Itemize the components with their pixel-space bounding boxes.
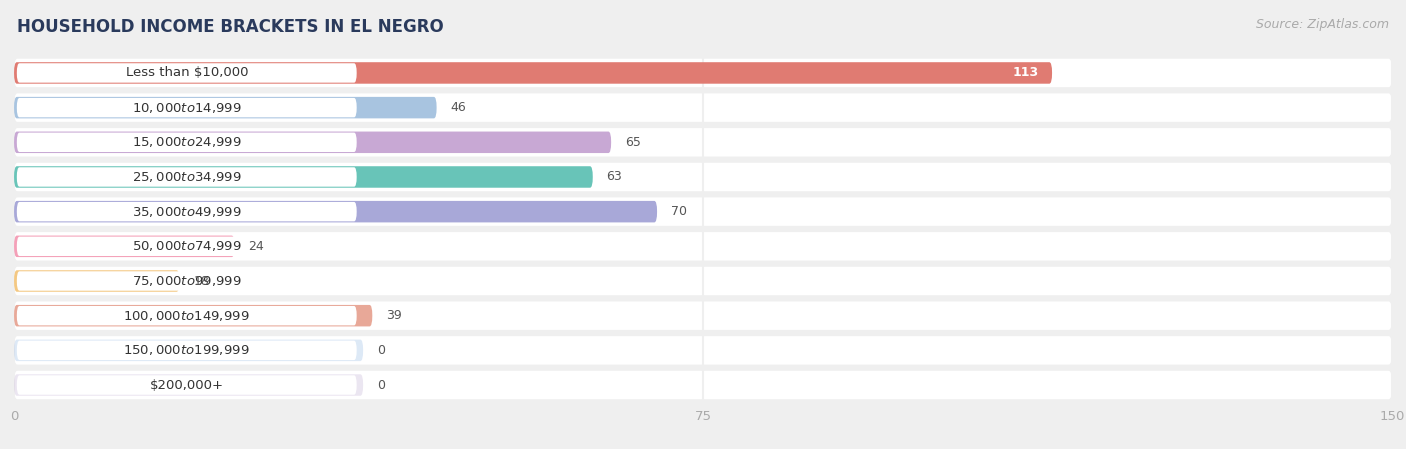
FancyBboxPatch shape [14, 236, 235, 257]
Text: 24: 24 [249, 240, 264, 253]
FancyBboxPatch shape [14, 374, 363, 396]
FancyBboxPatch shape [14, 198, 1392, 226]
FancyBboxPatch shape [14, 97, 437, 119]
Text: $100,000 to $149,999: $100,000 to $149,999 [124, 308, 250, 323]
Text: 63: 63 [606, 171, 623, 184]
Text: $25,000 to $34,999: $25,000 to $34,999 [132, 170, 242, 184]
FancyBboxPatch shape [14, 59, 1392, 87]
FancyBboxPatch shape [14, 93, 1392, 122]
FancyBboxPatch shape [14, 166, 593, 188]
Text: $15,000 to $24,999: $15,000 to $24,999 [132, 135, 242, 150]
FancyBboxPatch shape [17, 237, 357, 256]
FancyBboxPatch shape [14, 62, 1052, 84]
FancyBboxPatch shape [14, 270, 180, 292]
Text: 0: 0 [377, 379, 385, 392]
FancyBboxPatch shape [17, 375, 357, 395]
Text: 46: 46 [450, 101, 467, 114]
FancyBboxPatch shape [17, 341, 357, 360]
FancyBboxPatch shape [17, 167, 357, 187]
Text: 65: 65 [624, 136, 641, 149]
Text: HOUSEHOLD INCOME BRACKETS IN EL NEGRO: HOUSEHOLD INCOME BRACKETS IN EL NEGRO [17, 18, 444, 36]
FancyBboxPatch shape [14, 132, 612, 153]
FancyBboxPatch shape [17, 271, 357, 291]
FancyBboxPatch shape [14, 267, 1392, 295]
Text: Source: ZipAtlas.com: Source: ZipAtlas.com [1256, 18, 1389, 31]
FancyBboxPatch shape [14, 339, 363, 361]
Text: 0: 0 [377, 344, 385, 357]
FancyBboxPatch shape [17, 98, 357, 117]
FancyBboxPatch shape [14, 301, 1392, 330]
FancyBboxPatch shape [14, 336, 1392, 365]
FancyBboxPatch shape [17, 306, 357, 326]
FancyBboxPatch shape [17, 132, 357, 152]
FancyBboxPatch shape [17, 63, 357, 83]
FancyBboxPatch shape [14, 305, 373, 326]
Text: $35,000 to $49,999: $35,000 to $49,999 [132, 205, 242, 219]
FancyBboxPatch shape [14, 232, 1392, 260]
Text: 39: 39 [387, 309, 402, 322]
Text: 70: 70 [671, 205, 688, 218]
Text: $50,000 to $74,999: $50,000 to $74,999 [132, 239, 242, 253]
Text: $150,000 to $199,999: $150,000 to $199,999 [124, 343, 250, 357]
FancyBboxPatch shape [14, 163, 1392, 191]
Text: Less than $10,000: Less than $10,000 [125, 66, 247, 79]
FancyBboxPatch shape [17, 202, 357, 221]
Text: $75,000 to $99,999: $75,000 to $99,999 [132, 274, 242, 288]
Text: $10,000 to $14,999: $10,000 to $14,999 [132, 101, 242, 114]
Text: 113: 113 [1012, 66, 1038, 79]
FancyBboxPatch shape [14, 371, 1392, 399]
Text: 18: 18 [193, 274, 209, 287]
Text: $200,000+: $200,000+ [150, 379, 224, 392]
FancyBboxPatch shape [14, 128, 1392, 157]
FancyBboxPatch shape [14, 201, 657, 222]
